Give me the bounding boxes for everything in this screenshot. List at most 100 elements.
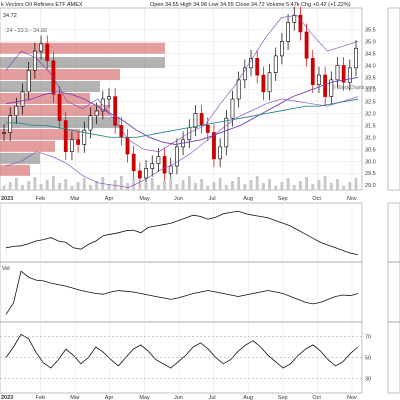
x-tick-label-bottom: Apr bbox=[105, 395, 114, 400]
volume-bar bbox=[8, 182, 12, 190]
volume-bar bbox=[224, 185, 228, 190]
candle-body bbox=[94, 110, 99, 117]
y-tick-label: 32.0 bbox=[365, 111, 376, 117]
candle-body bbox=[249, 57, 253, 69]
volume-bar bbox=[45, 180, 49, 190]
chart-title: k Vectors Oil Refiners ETF AMEX bbox=[1, 2, 83, 8]
volume-bar bbox=[249, 180, 253, 190]
candle-body bbox=[354, 47, 358, 69]
candle-body bbox=[341, 65, 346, 83]
volume-bar bbox=[181, 180, 185, 190]
volume-profile-bar bbox=[0, 128, 80, 140]
candle-body bbox=[199, 113, 204, 126]
rsi-tick-label: 30 bbox=[365, 377, 371, 383]
candle-body bbox=[292, 14, 297, 23]
y-tick-label: 29.0 bbox=[365, 183, 376, 189]
volume-bar bbox=[163, 181, 166, 190]
volume-bar bbox=[138, 186, 142, 190]
candle-body bbox=[144, 168, 148, 179]
candle-body bbox=[193, 113, 198, 129]
candle-body bbox=[335, 65, 340, 81]
candle-body bbox=[162, 156, 167, 174]
candle-body bbox=[39, 43, 43, 52]
candle-body bbox=[255, 57, 260, 76]
volume-profile-bar bbox=[0, 140, 55, 152]
candle-body bbox=[286, 22, 290, 42]
candle-body bbox=[82, 129, 87, 145]
x-tick-label: Aug bbox=[243, 196, 253, 202]
volume-bar bbox=[169, 177, 173, 190]
x-tick-label: May bbox=[139, 196, 150, 202]
y-tick-label: 31.5 bbox=[365, 123, 376, 129]
volume-bar bbox=[299, 181, 302, 190]
candle-body bbox=[70, 139, 74, 152]
candle-body bbox=[329, 79, 334, 97]
candle-body bbox=[26, 69, 31, 93]
volume-bar bbox=[175, 184, 179, 190]
volume-bar bbox=[261, 183, 265, 190]
candle-body bbox=[242, 67, 247, 81]
volume-bar bbox=[70, 186, 74, 190]
volume-bar bbox=[212, 182, 216, 190]
volume-bar bbox=[2, 186, 6, 190]
volume-bar bbox=[305, 177, 308, 190]
y-tick-label: 35.5 bbox=[365, 28, 376, 34]
volume-bar bbox=[113, 180, 117, 190]
volume-bar bbox=[27, 181, 31, 190]
volume-bar bbox=[107, 184, 111, 190]
y-tick-label: 32.5 bbox=[365, 99, 376, 105]
volume-profile-bar bbox=[0, 57, 165, 69]
volume-bar bbox=[132, 179, 136, 190]
indicator-line-1 bbox=[5, 210, 359, 255]
candle-body bbox=[261, 74, 266, 93]
candle-body bbox=[323, 74, 328, 97]
candle-body bbox=[107, 96, 111, 100]
panel-2-frame bbox=[0, 202, 363, 263]
volume-bar bbox=[150, 178, 154, 190]
candle-body bbox=[88, 115, 93, 131]
candle-body bbox=[205, 125, 210, 133]
volume-bar bbox=[311, 184, 315, 190]
price-label: 34.72 bbox=[3, 13, 17, 19]
y-tick-label: 33.5 bbox=[365, 75, 376, 81]
y-tick-label: 30.0 bbox=[365, 159, 376, 165]
x-tick-label: Jun bbox=[174, 196, 183, 202]
volume-bar bbox=[268, 179, 271, 190]
x-tick-label: Mar bbox=[70, 196, 80, 202]
x-tick-label-bottom: Mar bbox=[70, 395, 80, 400]
volume-bar bbox=[206, 186, 210, 190]
rsi-tick-label: 70 bbox=[365, 335, 371, 341]
volume-bar bbox=[21, 185, 24, 190]
x-tick-label: Nov bbox=[347, 196, 357, 202]
overlay-line-1 bbox=[5, 76, 359, 145]
volume-profile-bar bbox=[0, 69, 120, 81]
x-tick-label-bottom: May bbox=[139, 395, 150, 400]
y-tick-label: 31.0 bbox=[365, 135, 376, 141]
panel-3-frame bbox=[0, 261, 363, 323]
y-tick-label: 35.0 bbox=[365, 40, 376, 46]
candle-body bbox=[273, 55, 278, 73]
envelope-band-2 bbox=[5, 96, 359, 188]
volume-bar bbox=[237, 177, 241, 190]
x-tick-label: Jul bbox=[209, 196, 216, 202]
candle-body bbox=[2, 132, 6, 134]
x-tick-label-bottom: Jul bbox=[209, 395, 216, 400]
x-tick-label-bottom: Oct bbox=[312, 395, 321, 400]
candle-body bbox=[63, 120, 68, 152]
volume-bar bbox=[119, 176, 123, 190]
volume-bar bbox=[144, 182, 148, 190]
candle-body bbox=[8, 115, 13, 133]
volume-bar bbox=[200, 179, 204, 190]
x-tick-label-bottom: Aug bbox=[243, 395, 253, 400]
candle-body bbox=[298, 14, 303, 33]
x-tick-label: Feb bbox=[36, 196, 45, 202]
volume-profile-bar bbox=[0, 104, 110, 116]
candle-body bbox=[212, 132, 216, 160]
volume-bar bbox=[280, 182, 284, 190]
volume-bar bbox=[82, 178, 86, 190]
y-tick-label: 29.5 bbox=[365, 171, 376, 177]
candle-body bbox=[32, 50, 37, 71]
volume-bar bbox=[317, 180, 321, 190]
volume-bar bbox=[274, 186, 278, 190]
